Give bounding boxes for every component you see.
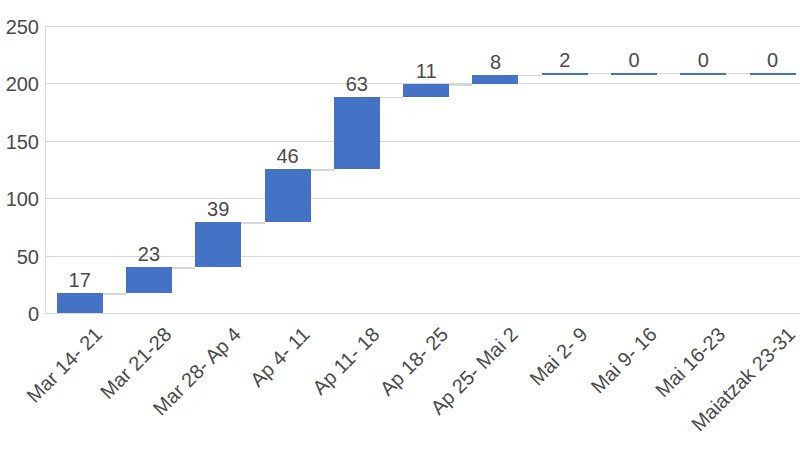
waterfall-bar-segment bbox=[542, 73, 588, 76]
waterfall-connector bbox=[380, 97, 403, 99]
y-gridline bbox=[45, 26, 800, 27]
x-category-label: Mar 14- 21 bbox=[22, 323, 106, 407]
y-tick-label: 50 bbox=[0, 246, 39, 268]
waterfall-connector bbox=[103, 293, 126, 295]
waterfall-connector bbox=[449, 84, 472, 86]
bar-data-label: 8 bbox=[461, 51, 530, 73]
waterfall-chart: 05010015020025017233946631182000Mar 14- … bbox=[0, 0, 800, 450]
waterfall-bar-segment bbox=[472, 75, 518, 84]
waterfall-connector bbox=[518, 75, 541, 77]
x-category-label: Ap 11- 18 bbox=[308, 323, 384, 399]
waterfall-bar-segment bbox=[403, 84, 449, 97]
x-category-label: Mai 2- 9 bbox=[525, 323, 592, 390]
waterfall-connector bbox=[726, 73, 749, 75]
bar-data-label: 11 bbox=[392, 60, 461, 82]
plot-area: 05010015020025017233946631182000Mar 14- … bbox=[0, 0, 800, 450]
waterfall-bar-segment bbox=[265, 169, 311, 222]
waterfall-bar-segment bbox=[680, 73, 726, 76]
bar-data-label: 17 bbox=[45, 269, 114, 291]
waterfall-bar-segment bbox=[126, 267, 172, 293]
bar-data-label: 46 bbox=[253, 145, 322, 167]
y-tick-label: 200 bbox=[0, 73, 39, 95]
y-tick-label: 250 bbox=[0, 16, 39, 38]
waterfall-connector bbox=[311, 169, 334, 171]
waterfall-bar-segment bbox=[750, 73, 796, 76]
waterfall-connector bbox=[657, 73, 680, 75]
y-gridline bbox=[45, 313, 800, 314]
bar-data-label: 0 bbox=[669, 49, 738, 71]
waterfall-connector bbox=[241, 222, 264, 224]
bar-data-label: 2 bbox=[530, 49, 599, 71]
y-gridline bbox=[45, 198, 800, 199]
bar-data-label: 0 bbox=[738, 49, 800, 71]
x-category-label: Ap 4- 11 bbox=[246, 323, 314, 391]
y-tick-label: 100 bbox=[0, 188, 39, 210]
bar-data-label: 63 bbox=[322, 73, 391, 95]
waterfall-connector bbox=[588, 73, 611, 75]
y-gridline bbox=[45, 141, 800, 142]
y-tick-label: 150 bbox=[0, 131, 39, 153]
x-category-label: Mai 9- 16 bbox=[586, 323, 661, 398]
bar-data-label: 39 bbox=[184, 198, 253, 220]
bar-data-label: 0 bbox=[599, 49, 668, 71]
waterfall-bar-segment bbox=[195, 222, 241, 267]
waterfall-bar-segment bbox=[57, 293, 103, 313]
waterfall-connector bbox=[172, 267, 195, 269]
waterfall-bar-segment bbox=[611, 73, 657, 76]
y-tick-label: 0 bbox=[0, 303, 39, 325]
waterfall-bar-segment bbox=[334, 97, 380, 169]
bar-data-label: 23 bbox=[114, 243, 183, 265]
